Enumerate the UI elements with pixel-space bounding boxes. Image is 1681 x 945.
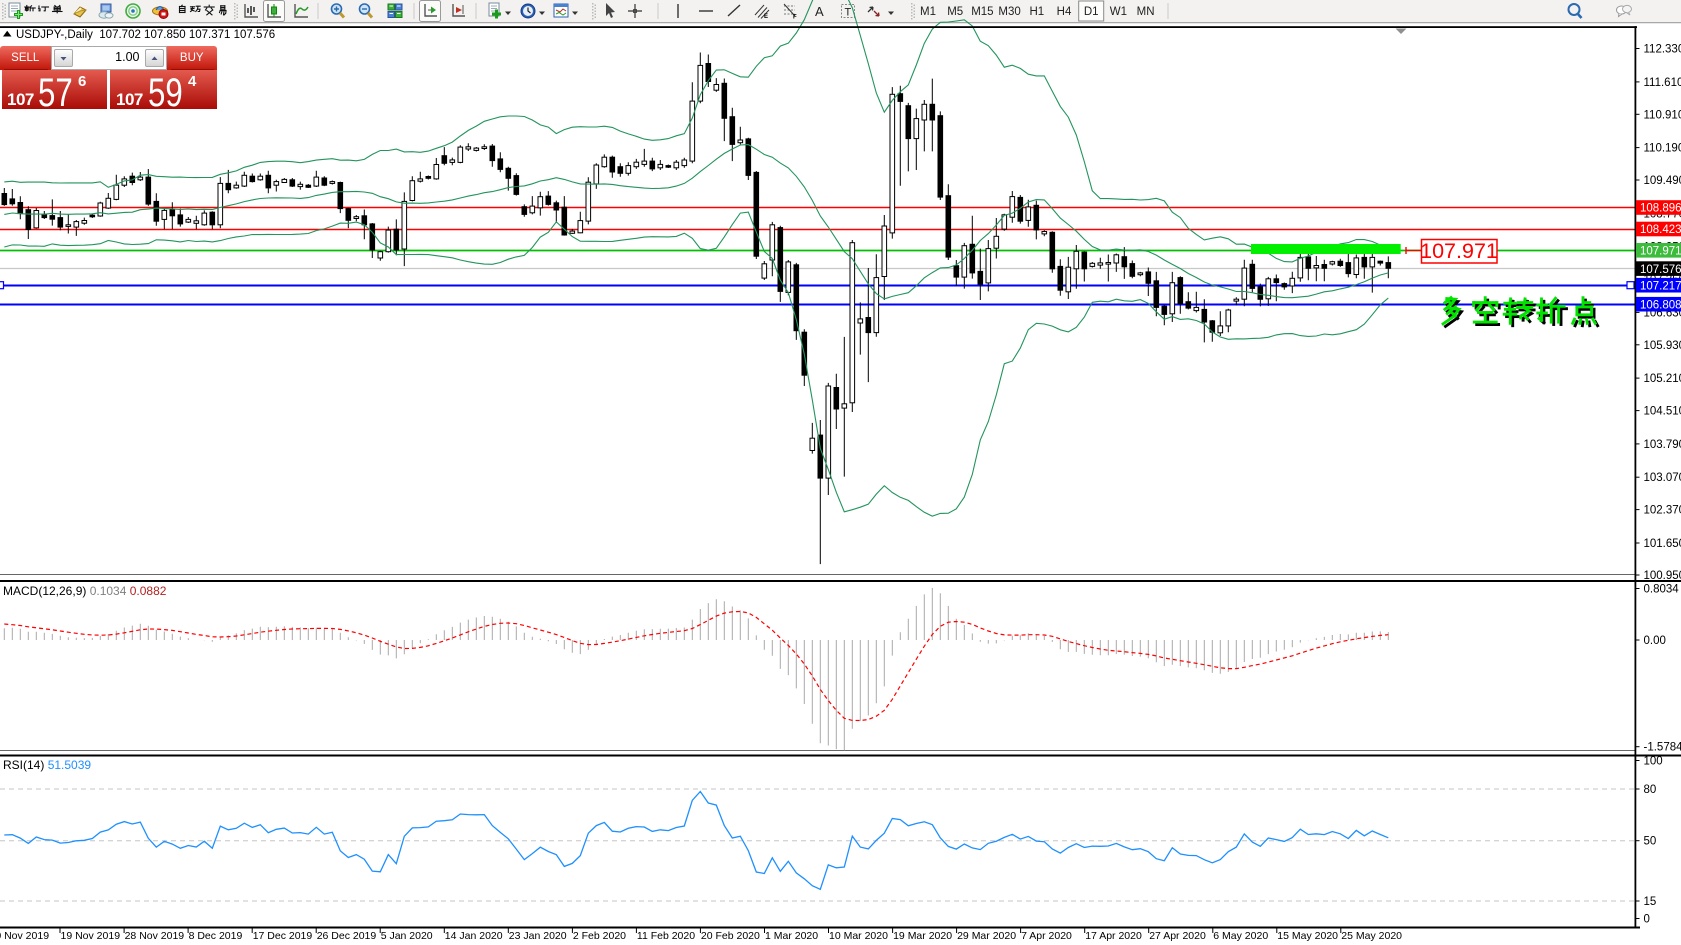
svg-text:107.576: 107.576 — [1640, 264, 1681, 276]
svg-text:A: A — [815, 4, 824, 19]
svg-text:15: 15 — [1644, 896, 1657, 908]
svg-text:15 May 2020: 15 May 2020 — [1277, 930, 1338, 942]
svg-text:104.510: 104.510 — [1644, 406, 1681, 418]
svg-text:111.610: 111.610 — [1644, 77, 1681, 89]
svg-text:106.808: 106.808 — [1640, 299, 1681, 311]
svg-text:10 Nov 2019: 10 Nov 2019 — [0, 930, 49, 942]
svg-text:107.971: 107.971 — [1420, 239, 1498, 263]
svg-text:20 Feb 2020: 20 Feb 2020 — [701, 930, 760, 942]
svg-text:1 Mar 2020: 1 Mar 2020 — [765, 930, 818, 942]
svg-text:100.950: 100.950 — [1644, 570, 1681, 582]
svg-text:26 Dec 2019: 26 Dec 2019 — [317, 930, 377, 942]
svg-text:102.370: 102.370 — [1644, 505, 1681, 517]
svg-text:105.210: 105.210 — [1644, 373, 1681, 385]
svg-text:103.070: 103.070 — [1644, 472, 1681, 484]
svg-text:17 Apr 2020: 17 Apr 2020 — [1085, 930, 1142, 942]
svg-text:10 Mar 2020: 10 Mar 2020 — [829, 930, 888, 942]
svg-text:108.423: 108.423 — [1640, 224, 1681, 236]
svg-text:RSI(14) 51.5039: RSI(14) 51.5039 — [3, 758, 91, 772]
svg-text:E: E — [764, 14, 768, 20]
svg-text:17 Dec 2019: 17 Dec 2019 — [253, 930, 313, 942]
svg-text:50: 50 — [1644, 836, 1657, 848]
svg-text:25 May 2020: 25 May 2020 — [1341, 930, 1402, 942]
svg-text:5 Jan 2020: 5 Jan 2020 — [381, 930, 433, 942]
svg-text:14 Jan 2020: 14 Jan 2020 — [445, 930, 503, 942]
svg-text:19 Nov 2019: 19 Nov 2019 — [61, 930, 121, 942]
svg-text:0.00: 0.00 — [1644, 635, 1666, 647]
svg-text:19 Mar 2020: 19 Mar 2020 — [893, 930, 952, 942]
svg-text:110.190: 110.190 — [1644, 143, 1681, 155]
svg-text:0: 0 — [1644, 914, 1650, 926]
svg-text:H4: H4 — [1057, 6, 1072, 18]
svg-text:0.8034: 0.8034 — [1644, 584, 1680, 596]
svg-text:W1: W1 — [1110, 6, 1127, 18]
svg-text:109.490: 109.490 — [1644, 175, 1681, 187]
svg-text:MN: MN — [1137, 6, 1155, 18]
svg-text:-1.5784: -1.5784 — [1644, 742, 1681, 754]
svg-text:105.930: 105.930 — [1644, 340, 1681, 352]
svg-text:8 Dec 2019: 8 Dec 2019 — [189, 930, 243, 942]
svg-text:100: 100 — [1644, 756, 1663, 768]
svg-text:11 Feb 2020: 11 Feb 2020 — [637, 930, 695, 942]
svg-text:6 May 2020: 6 May 2020 — [1213, 930, 1268, 942]
svg-text:23 Jan 2020: 23 Jan 2020 — [509, 930, 567, 942]
svg-text:H1: H1 — [1029, 6, 1044, 18]
svg-text:29 Mar 2020: 29 Mar 2020 — [957, 930, 1016, 942]
svg-text:USDJPY-,Daily 107.702 107.850: USDJPY-,Daily 107.702 107.850 107.371 10… — [16, 29, 275, 41]
svg-text:T: T — [845, 7, 852, 19]
svg-text:2 Feb 2020: 2 Feb 2020 — [573, 930, 626, 942]
svg-text:110.910: 110.910 — [1644, 109, 1681, 121]
svg-text:M1: M1 — [920, 6, 936, 18]
svg-text:112.330: 112.330 — [1644, 44, 1681, 56]
svg-text:M15: M15 — [971, 6, 993, 18]
svg-text:D1: D1 — [1084, 6, 1099, 18]
svg-text:108.896: 108.896 — [1640, 203, 1681, 215]
svg-text:MACD(12,26,9) 0.1034 0.0882: MACD(12,26,9) 0.1034 0.0882 — [3, 584, 167, 598]
svg-text:80: 80 — [1644, 784, 1657, 796]
svg-text:107.217: 107.217 — [1640, 280, 1681, 292]
svg-text:M30: M30 — [998, 6, 1020, 18]
svg-text:103.790: 103.790 — [1644, 439, 1681, 451]
svg-text:28 Nov 2019: 28 Nov 2019 — [125, 930, 185, 942]
svg-text:M5: M5 — [947, 6, 963, 18]
svg-text:27 Apr 2020: 27 Apr 2020 — [1149, 930, 1206, 942]
svg-text:7 Apr 2020: 7 Apr 2020 — [1021, 930, 1072, 942]
svg-text:F: F — [793, 15, 797, 21]
svg-text:107.971: 107.971 — [1640, 246, 1681, 258]
svg-text:101.650: 101.650 — [1644, 538, 1681, 550]
